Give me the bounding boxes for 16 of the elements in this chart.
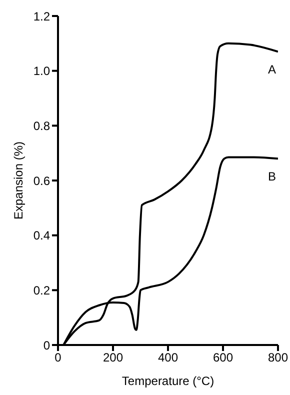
x-tick-label: 0 bbox=[54, 350, 62, 365]
x-tick-label: 200 bbox=[102, 350, 124, 365]
series-label: B bbox=[268, 170, 276, 184]
y-tick-label: 0.2 bbox=[33, 283, 50, 298]
x-tick-label: 800 bbox=[268, 350, 288, 365]
x-tick-label: 400 bbox=[158, 350, 178, 365]
y-tick-label: 0 bbox=[43, 338, 50, 352]
y-tick-label: 1.2 bbox=[33, 9, 50, 24]
x-axis-title: Temperature (°C) bbox=[122, 374, 214, 388]
y-tick-label: 0.6 bbox=[33, 174, 50, 188]
y-tick-label: 0.8 bbox=[33, 118, 50, 133]
y-tick-label: 1.0 bbox=[33, 64, 50, 78]
x-tick-label: 600 bbox=[212, 350, 234, 365]
y-axis-title: Expansion (%) bbox=[11, 141, 26, 220]
y-tick-label: 0.4 bbox=[33, 228, 50, 243]
series-label: A bbox=[268, 62, 276, 77]
